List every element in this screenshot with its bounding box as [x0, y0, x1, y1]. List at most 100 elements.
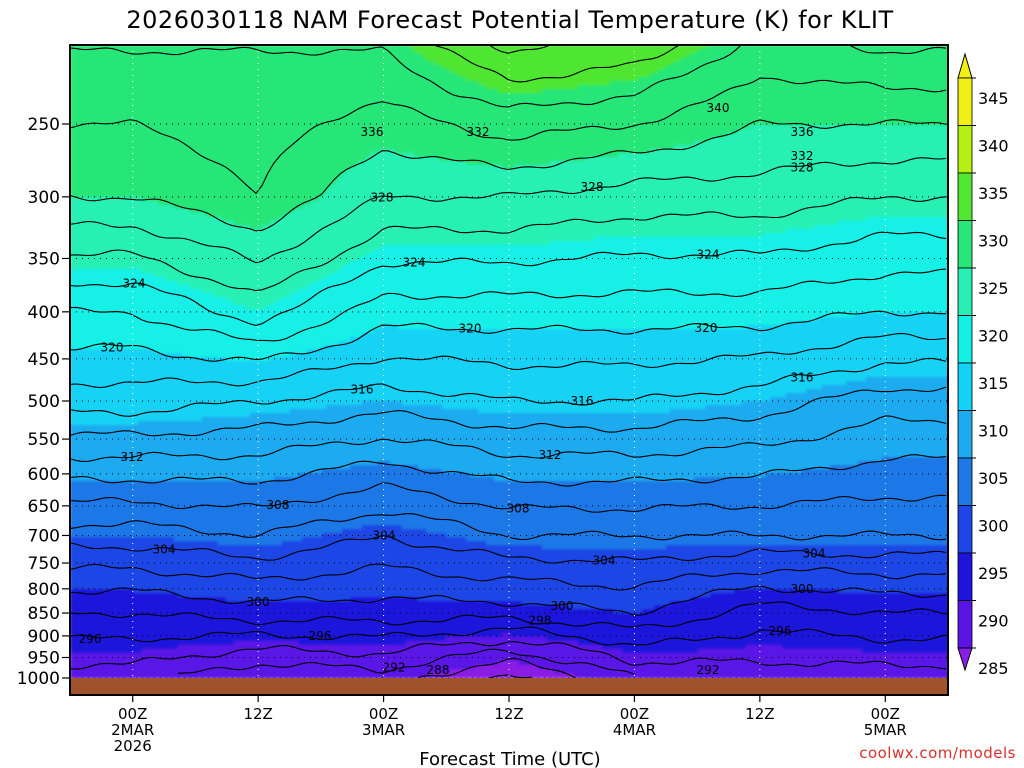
- contour-line: [70, 386, 947, 437]
- contour-label: 328: [581, 180, 604, 194]
- x-tick-label: 5MAR: [864, 721, 907, 739]
- contour-line: [70, 513, 947, 541]
- y-tick-label: 900: [28, 627, 60, 647]
- colorbar-segment: [957, 552, 973, 601]
- y-tick-label: 250: [28, 115, 60, 135]
- contour-label: 324: [697, 247, 720, 261]
- contour-label: 296: [769, 624, 792, 638]
- contour-label: 320: [459, 322, 482, 336]
- contour-label: 328: [371, 191, 394, 205]
- contour-line: [432, 45, 681, 83]
- y-tick-label: 700: [28, 526, 60, 546]
- y-tick-label: 350: [28, 249, 60, 269]
- contour-line: [417, 657, 581, 681]
- contour-label: 296: [79, 632, 102, 646]
- colorbar-segment: [957, 362, 973, 411]
- colorbar-label: 300: [978, 517, 1009, 536]
- colorbar-label: 295: [978, 564, 1009, 583]
- colorbar-segment: [957, 220, 973, 269]
- contour-label: 308: [267, 498, 290, 512]
- contour-line: [70, 333, 947, 389]
- contour-line: [70, 45, 947, 108]
- contour-label: 312: [121, 450, 144, 464]
- y-tick-label: 300: [28, 188, 60, 208]
- contour-line: [70, 415, 947, 462]
- colorbar-segment: [957, 457, 973, 506]
- contour-line: [70, 268, 947, 342]
- contour-label: 308: [507, 502, 530, 516]
- contour-line: [70, 601, 947, 628]
- contour-label: 320: [101, 340, 124, 354]
- contour-line: [70, 119, 947, 232]
- y-tick-label: 450: [28, 350, 60, 370]
- colorbar-segment: [957, 267, 973, 316]
- contour-line: [70, 626, 947, 646]
- x-tick-label: 2MAR: [111, 721, 154, 739]
- contour-line: [70, 641, 947, 670]
- colorbar-segment: [957, 125, 973, 174]
- y-tick-label: 600: [28, 465, 60, 485]
- x-tick-label: 12Z: [494, 705, 523, 723]
- colorbar-label: 285: [978, 659, 1009, 678]
- x-tick-label: 2026: [114, 737, 152, 755]
- x-tick-label: 00Z: [620, 705, 649, 723]
- colorbar-label: 325: [978, 279, 1009, 298]
- contour-line: [177, 648, 635, 675]
- x-tick-label: 4MAR: [613, 721, 656, 739]
- contour-label: 304: [593, 553, 616, 567]
- x-tick-label: 12Z: [745, 705, 774, 723]
- contour-label: 300: [791, 582, 814, 596]
- contour-label: 316: [571, 394, 594, 408]
- colorbar-label: 320: [978, 327, 1009, 346]
- contour-label: 332: [791, 149, 814, 163]
- colorbar-bottom-arrow: [957, 647, 973, 672]
- y-tick-label: 400: [28, 303, 60, 323]
- contour-line: [70, 231, 947, 326]
- site-credit: coolwx.com/models: [859, 744, 1016, 762]
- colorbar: 345 340 335 330 325 320 315 310 305 300 295 290 285: [957, 52, 1009, 678]
- contour-label: 300: [551, 599, 574, 613]
- contour-line: [70, 77, 947, 195]
- contour-line: [70, 357, 947, 417]
- x-tick-label: 12Z: [243, 705, 272, 723]
- contour-line: [70, 535, 947, 564]
- colorbar-top-arrow: [957, 52, 973, 79]
- contour-label: 300: [247, 595, 270, 609]
- contour-line: [70, 482, 947, 513]
- contour-label: 288: [427, 663, 450, 677]
- contour-line: [70, 563, 947, 591]
- contour-label: 336: [791, 125, 814, 139]
- contour-label: 336: [361, 125, 384, 139]
- colorbar-segment: [957, 77, 973, 126]
- y-tick-label: 550: [28, 430, 60, 450]
- contour-label: 292: [697, 663, 720, 677]
- colorbar-segment: [957, 172, 973, 221]
- colorbar-segment: [957, 410, 973, 459]
- contour-label: 328: [791, 161, 814, 175]
- colorbar-label: 330: [978, 232, 1009, 251]
- x-axis-label: Forecast Time (UTC): [419, 749, 600, 768]
- colorbar-label: 335: [978, 184, 1009, 203]
- y-tick-label: 500: [28, 392, 60, 412]
- colorbar-segment: [957, 315, 973, 364]
- contour-label: 332: [467, 125, 490, 139]
- y-tick-label: 1000: [17, 669, 60, 689]
- y-tick-label: 750: [28, 554, 60, 574]
- colorbar-label: 310: [978, 422, 1009, 441]
- x-tick-label: 00Z: [871, 705, 900, 723]
- contour-label: 324: [403, 256, 426, 270]
- contour-label: 340: [707, 101, 730, 115]
- ground-strip: [70, 678, 948, 695]
- grid-lines: [70, 45, 948, 679]
- contour-line: [488, 45, 552, 54]
- contour-label: 296: [309, 629, 332, 643]
- contour-label: 304: [153, 542, 176, 556]
- colorbar-label: 340: [978, 137, 1009, 156]
- colorbar-label: 305: [978, 469, 1009, 488]
- contour-line: [70, 585, 947, 616]
- colorbar-segment: [957, 600, 973, 649]
- contour-label: 320: [695, 321, 718, 335]
- y-tick-label: 800: [28, 580, 60, 600]
- contour-line: [70, 196, 947, 292]
